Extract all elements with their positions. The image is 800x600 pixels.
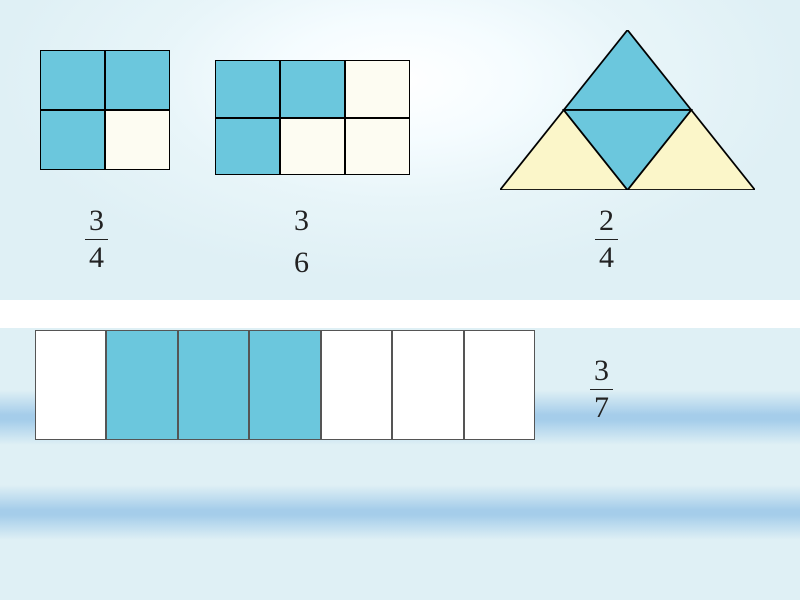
fraction-numerator: 2 <box>595 205 618 237</box>
grid-cell <box>280 60 345 118</box>
triangle-part-top <box>564 30 692 110</box>
fraction-label-2-4: 2 4 <box>595 205 618 273</box>
grid-cell <box>105 50 170 110</box>
fraction-numerator: 3 <box>290 205 313 237</box>
fraction-label-3-6: 3 6 <box>290 205 313 278</box>
fraction-shape-strip-7 <box>35 330 535 440</box>
fraction-denominator: 6 <box>290 247 313 279</box>
grid-cell <box>105 110 170 170</box>
fraction-bar <box>595 239 618 240</box>
fraction-bar <box>290 239 313 245</box>
fraction-shape-triangle-4 <box>500 30 755 190</box>
diagram-page: 3 4 3 6 2 4 3 7 <box>0 0 800 600</box>
strip-cell <box>35 330 106 440</box>
strip-cell <box>392 330 463 440</box>
strip-cell <box>321 330 392 440</box>
fraction-shape-square-2x2 <box>40 50 170 170</box>
fraction-shape-grid-2x3 <box>215 60 410 175</box>
fraction-bar <box>85 239 108 240</box>
fraction-label-3-7: 3 7 <box>590 355 613 423</box>
fraction-numerator: 3 <box>85 205 108 237</box>
strip-cell <box>178 330 249 440</box>
grid-cell <box>345 60 410 118</box>
fraction-denominator: 4 <box>85 242 108 274</box>
grid-cell <box>345 118 410 176</box>
fraction-label-3-4: 3 4 <box>85 205 108 273</box>
grid-cell <box>40 50 105 110</box>
strip-cell <box>106 330 177 440</box>
strip-cell <box>249 330 320 440</box>
fraction-bar <box>590 389 613 390</box>
fraction-denominator: 4 <box>595 242 618 274</box>
fraction-denominator: 7 <box>590 392 613 424</box>
grid-cell <box>215 118 280 176</box>
fraction-numerator: 3 <box>590 355 613 387</box>
strip-cell <box>464 330 535 440</box>
grid-cell <box>280 118 345 176</box>
grid-cell <box>40 110 105 170</box>
grid-cell <box>215 60 280 118</box>
